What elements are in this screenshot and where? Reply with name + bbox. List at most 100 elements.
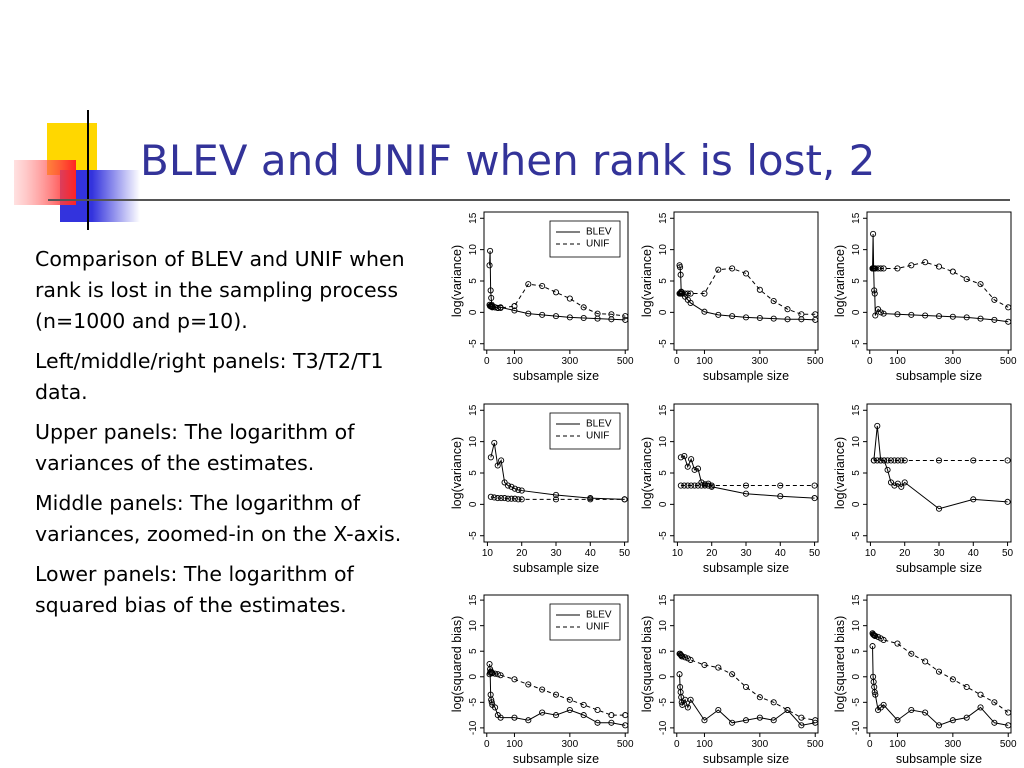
y-tick-label: -10 xyxy=(468,720,479,735)
data-point xyxy=(525,717,532,724)
data-point xyxy=(908,262,915,269)
paragraph: Left/middle/right panels: T3/T2/T1 data. xyxy=(35,349,384,404)
x-tick-label: 300 xyxy=(562,356,579,367)
data-point xyxy=(874,422,881,430)
data-point xyxy=(935,263,943,270)
x-tick-label: 300 xyxy=(752,739,769,750)
data-point xyxy=(872,691,879,698)
data-point xyxy=(501,495,508,502)
y-tick-label: -5 xyxy=(468,697,479,706)
data-point xyxy=(991,296,998,303)
x-axis-label: subsample size xyxy=(513,561,599,575)
data-point xyxy=(684,704,691,711)
data-point xyxy=(877,309,884,316)
y-axis-label: log(variance) xyxy=(450,437,464,509)
data-point xyxy=(486,262,493,269)
x-tick-label: 50 xyxy=(619,548,631,559)
data-point xyxy=(684,482,691,489)
panel: 10 20 30 40 50 -5 0 5 10 15 subsample size log(vari… xyxy=(450,403,631,575)
data-point xyxy=(492,670,499,677)
data-point xyxy=(756,694,763,701)
data-point xyxy=(515,496,522,503)
y-axis-label: log(squared bias) xyxy=(833,616,847,713)
data-point xyxy=(552,496,560,503)
data-point xyxy=(594,310,601,317)
data-point xyxy=(687,696,694,703)
data-point xyxy=(901,457,908,464)
y-tick-label: 15 xyxy=(851,404,862,416)
x-tick-label: 40 xyxy=(775,548,787,559)
data-point xyxy=(880,310,887,317)
data-point xyxy=(687,290,694,297)
x-tick-label: 300 xyxy=(562,739,579,750)
data-point xyxy=(991,316,998,323)
data-point xyxy=(498,495,505,502)
y-tick-label: 5 xyxy=(658,648,669,654)
data-point xyxy=(812,311,819,318)
data-point xyxy=(552,313,560,320)
data-point xyxy=(487,287,494,294)
x-axis-label: subsample size xyxy=(513,369,599,383)
y-tick-label: 15 xyxy=(658,212,669,224)
data-point xyxy=(566,706,573,714)
panel: 0 100 300 500 -5 0 5 10 15 subsample size log(vari… xyxy=(640,211,824,383)
x-axis-label: subsample size xyxy=(896,369,982,383)
y-tick-label: 0 xyxy=(468,674,479,680)
data-point xyxy=(566,295,573,302)
plot-frame xyxy=(673,211,819,351)
series-line xyxy=(490,442,625,500)
data-point xyxy=(894,311,901,318)
data-point xyxy=(715,706,722,714)
y-tick-label: -5 xyxy=(851,339,862,348)
data-point xyxy=(898,483,905,490)
data-point xyxy=(1005,722,1012,729)
legend-label: BLEV xyxy=(586,419,612,430)
x-tick-label: 500 xyxy=(807,739,824,750)
data-point xyxy=(894,717,901,724)
data-point xyxy=(812,719,819,726)
data-point xyxy=(525,681,532,688)
data-point xyxy=(963,314,970,321)
x-tick-label: 0 xyxy=(674,356,680,367)
data-point xyxy=(742,482,750,489)
data-point xyxy=(798,722,805,729)
data-point xyxy=(492,704,499,711)
x-tick-label: 0 xyxy=(484,356,490,367)
y-tick-label: -10 xyxy=(851,720,862,735)
data-point xyxy=(894,480,901,487)
x-tick-label: 100 xyxy=(889,356,906,367)
x-tick-label: 500 xyxy=(617,356,634,367)
data-point xyxy=(977,704,984,711)
series-line xyxy=(679,265,816,321)
data-point xyxy=(977,691,984,698)
data-point xyxy=(715,266,722,273)
data-point xyxy=(770,699,777,706)
y-tick-label: 5 xyxy=(468,278,479,284)
y-axis-label: log(variance) xyxy=(640,245,654,317)
y-tick-label: 10 xyxy=(851,244,862,256)
data-point xyxy=(694,465,702,472)
series-line xyxy=(872,233,1009,323)
data-point xyxy=(884,466,891,473)
data-point xyxy=(587,496,594,503)
data-point xyxy=(977,315,984,322)
data-point xyxy=(515,486,522,493)
x-tick-label: 500 xyxy=(807,356,824,367)
data-point xyxy=(935,668,943,675)
data-point xyxy=(949,717,956,724)
data-point xyxy=(676,671,683,678)
data-point xyxy=(511,714,518,721)
data-point xyxy=(870,457,877,464)
x-tick-label: 500 xyxy=(1000,739,1017,750)
series-line xyxy=(679,653,816,721)
y-tick-label: 5 xyxy=(658,470,669,476)
data-point xyxy=(511,495,518,502)
legend-label: BLEV xyxy=(586,610,612,621)
y-tick-label: 0 xyxy=(468,501,479,507)
y-tick-label: 15 xyxy=(851,212,862,224)
data-point xyxy=(487,454,494,461)
x-axis-label: subsample size xyxy=(513,752,599,766)
data-point xyxy=(539,709,546,716)
y-tick-label: 5 xyxy=(468,648,479,654)
y-tick-label: 10 xyxy=(468,620,479,632)
